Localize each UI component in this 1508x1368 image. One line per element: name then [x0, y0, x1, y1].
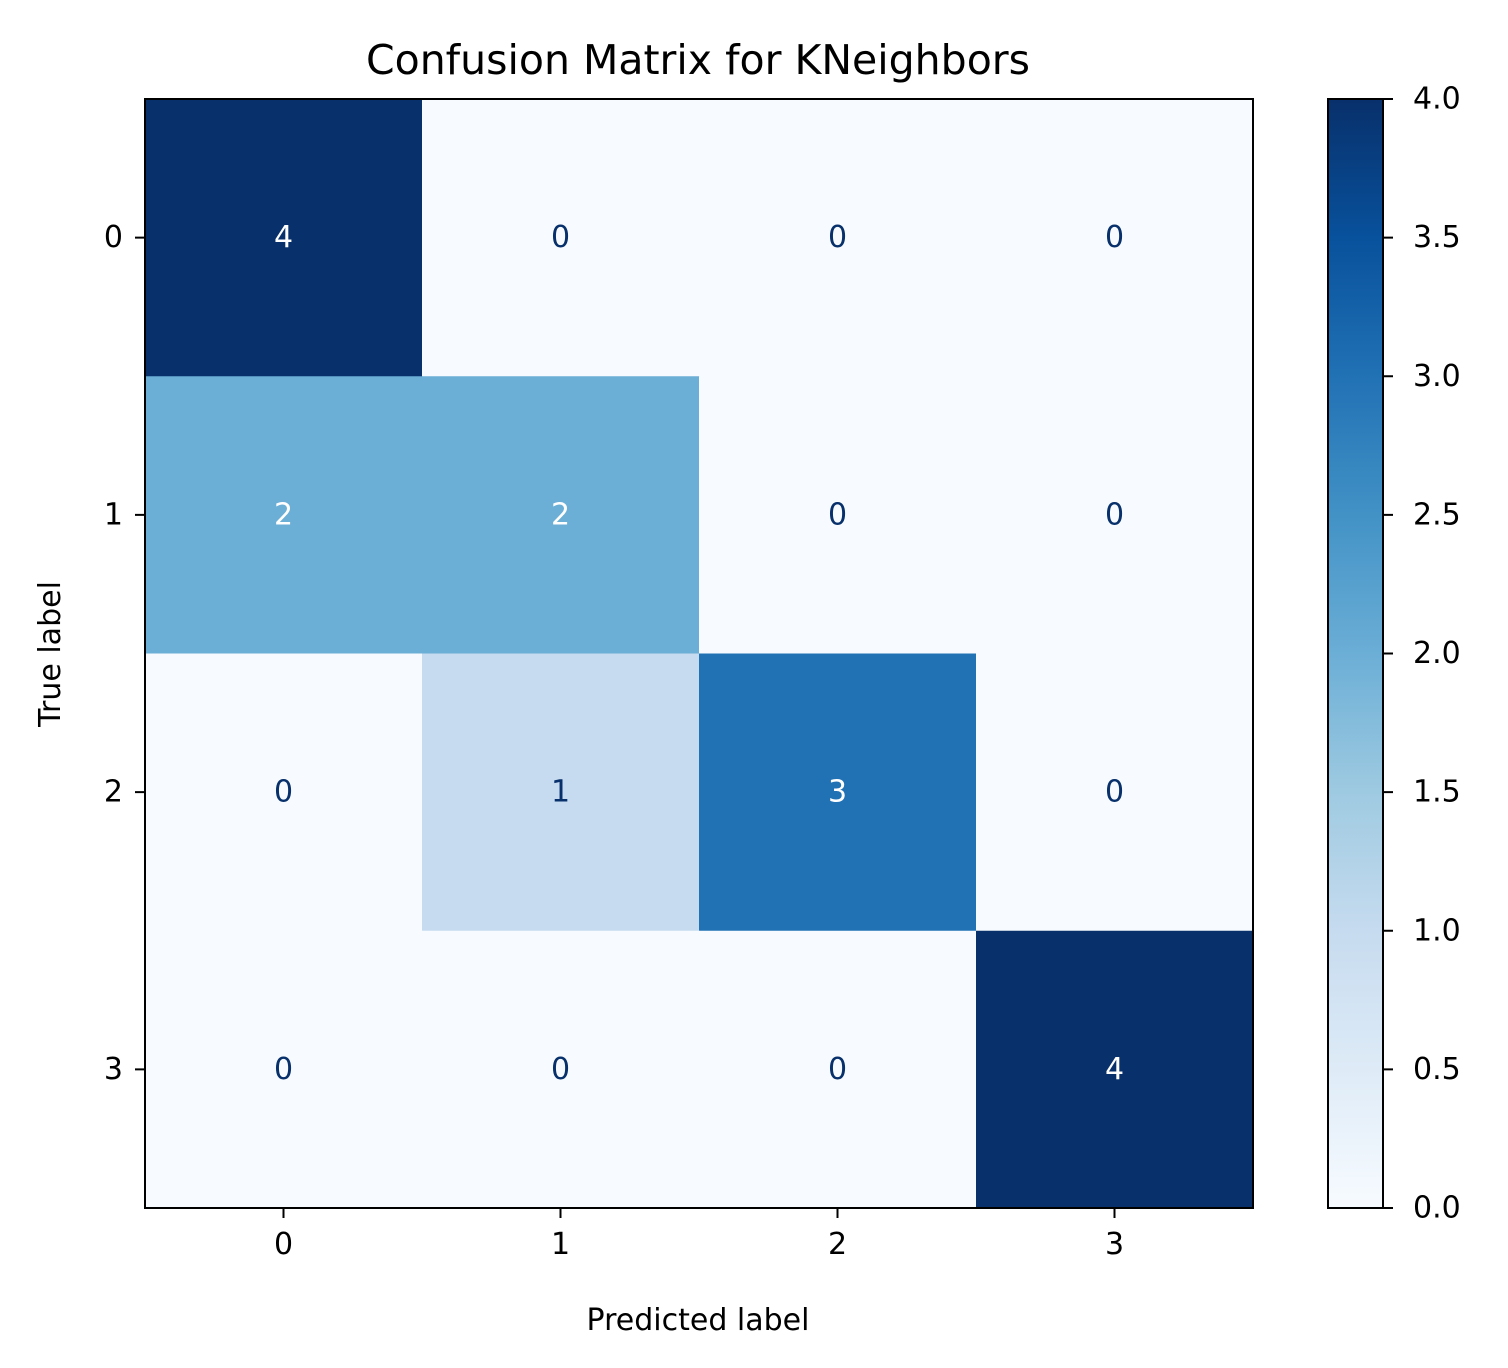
heatmap-cell: [699, 376, 977, 654]
heatmap-cell: [699, 930, 977, 1209]
heatmap-cell: [422, 376, 700, 654]
colorbar-tick-label: 3.5: [1413, 220, 1461, 255]
heatmap-cell: [422, 653, 700, 932]
colorbar-tick-label: 1.0: [1413, 913, 1461, 948]
cell-value-label: 4: [1105, 1052, 1124, 1087]
colorbar-tick-label: 1.5: [1413, 775, 1461, 810]
cell-value-label: 4: [274, 220, 293, 255]
heatmap-cell: [699, 99, 977, 377]
heatmap-cell: [145, 99, 423, 377]
x-tick-label: 3: [1105, 1227, 1124, 1262]
cell-value-label: 0: [1105, 775, 1124, 810]
cell-value-label: 2: [274, 497, 293, 532]
cell-value-label: 0: [828, 1052, 847, 1087]
chart-title: Confusion Matrix for KNeighbors: [366, 36, 1030, 84]
cell-value-label: 1: [551, 775, 570, 810]
colorbar-ticks: 0.0 0.5 1.0 1.5 2.0 2.5 3.0 3.5 4.0: [1383, 82, 1461, 1226]
x-axis-ticks: 0 1 2 3: [274, 1208, 1124, 1262]
colorbar-tick-label: 2.0: [1413, 636, 1461, 671]
heatmap-cell: [145, 930, 423, 1209]
cell-value-label: 0: [1105, 497, 1124, 532]
colorbar-tick-label: 0.5: [1413, 1052, 1461, 1087]
cell-value-label: 0: [828, 220, 847, 255]
heatmap-cell: [145, 376, 423, 654]
cell-value-label: 0: [274, 1052, 293, 1087]
cell-value-label: 2: [551, 497, 570, 532]
cell-value-label: 0: [1105, 220, 1124, 255]
y-tick-label: 0: [104, 220, 123, 255]
y-tick-label: 3: [104, 1052, 123, 1087]
y-tick-label: 1: [104, 497, 123, 532]
x-axis-label: Predicted label: [587, 1303, 810, 1338]
heatmap-cell: [422, 930, 700, 1209]
y-tick-label: 2: [104, 775, 123, 810]
cell-value-label: 0: [551, 1052, 570, 1087]
y-axis-label: True label: [33, 581, 68, 728]
heatmap-cell: [699, 653, 977, 932]
heatmap-cell: [976, 99, 1254, 377]
cell-labels: 4 0 0 0 2 2 0 0 0 1 3 0 0 0 0 4: [274, 220, 1124, 1087]
heatmap-cell: [145, 653, 423, 932]
heatmap-cells: [145, 99, 1254, 1209]
cell-value-label: 3: [828, 775, 847, 810]
cell-value-label: 0: [551, 220, 570, 255]
colorbar-tick-label: 0.0: [1413, 1191, 1461, 1226]
cell-value-label: 0: [274, 775, 293, 810]
y-axis-ticks: 0 1 2 3: [104, 220, 145, 1087]
cell-value-label: 0: [828, 497, 847, 532]
heatmap-cell: [976, 930, 1254, 1209]
x-tick-label: 1: [551, 1227, 570, 1262]
colorbar: [1327, 98, 1384, 1209]
colorbar-tick-label: 3.0: [1413, 359, 1461, 394]
heatmap-cell: [976, 653, 1254, 932]
heatmap-cell: [422, 99, 700, 377]
plot-frame: [144, 98, 1254, 1209]
colorbar-tick-label: 2.5: [1413, 497, 1461, 532]
x-tick-label: 2: [828, 1227, 847, 1262]
x-tick-label: 0: [274, 1227, 293, 1262]
colorbar-tick-label: 4.0: [1413, 82, 1461, 117]
heatmap-cell: [976, 376, 1254, 654]
